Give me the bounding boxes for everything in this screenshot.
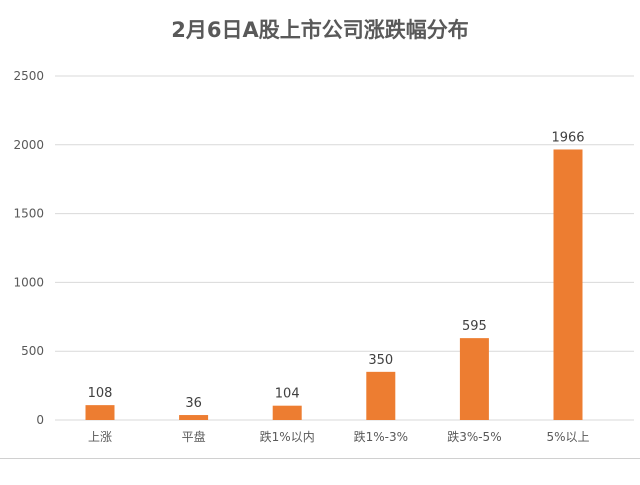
y-axis-tick-labels: 0 500 1000 1500 2000 2500 xyxy=(13,69,44,427)
y-tick-label: 1000 xyxy=(13,275,44,289)
x-tick-label: 平盘 xyxy=(182,429,206,444)
y-tick-label: 2500 xyxy=(13,69,44,83)
y-tick-label: 1500 xyxy=(13,207,44,221)
data-label: 595 xyxy=(462,319,487,334)
x-tick-label: 跌1%以内 xyxy=(260,429,315,444)
gridlines xyxy=(55,75,634,421)
bar xyxy=(366,371,396,420)
y-tick-label: 500 xyxy=(21,344,44,358)
data-labels: 108 36 104 350 595 1966 xyxy=(88,130,585,411)
y-tick-label: 0 xyxy=(36,413,44,427)
bar xyxy=(459,338,489,420)
data-label: 104 xyxy=(275,387,300,402)
bar xyxy=(179,415,209,420)
data-label: 1966 xyxy=(551,130,584,145)
bottom-divider xyxy=(0,458,640,459)
bars xyxy=(85,149,583,420)
bar xyxy=(272,405,302,420)
x-tick-label: 上涨 xyxy=(88,429,112,444)
x-tick-label: 5%以上 xyxy=(546,430,589,444)
chart-title: 2月6日A股上市公司涨跌幅分布 xyxy=(171,18,469,42)
x-tick-label: 跌3%-5% xyxy=(447,429,501,444)
data-label: 36 xyxy=(185,396,202,411)
x-tick-label: 跌1%-3% xyxy=(354,429,408,444)
bar xyxy=(85,405,115,420)
x-axis-tick-labels: 上涨 平盘 跌1%以内 跌1%-3% 跌3%-5% 5%以上 xyxy=(88,429,590,444)
y-tick-label: 2000 xyxy=(13,138,44,152)
bar xyxy=(553,149,583,420)
data-label: 350 xyxy=(368,353,393,368)
data-label: 108 xyxy=(88,386,113,401)
